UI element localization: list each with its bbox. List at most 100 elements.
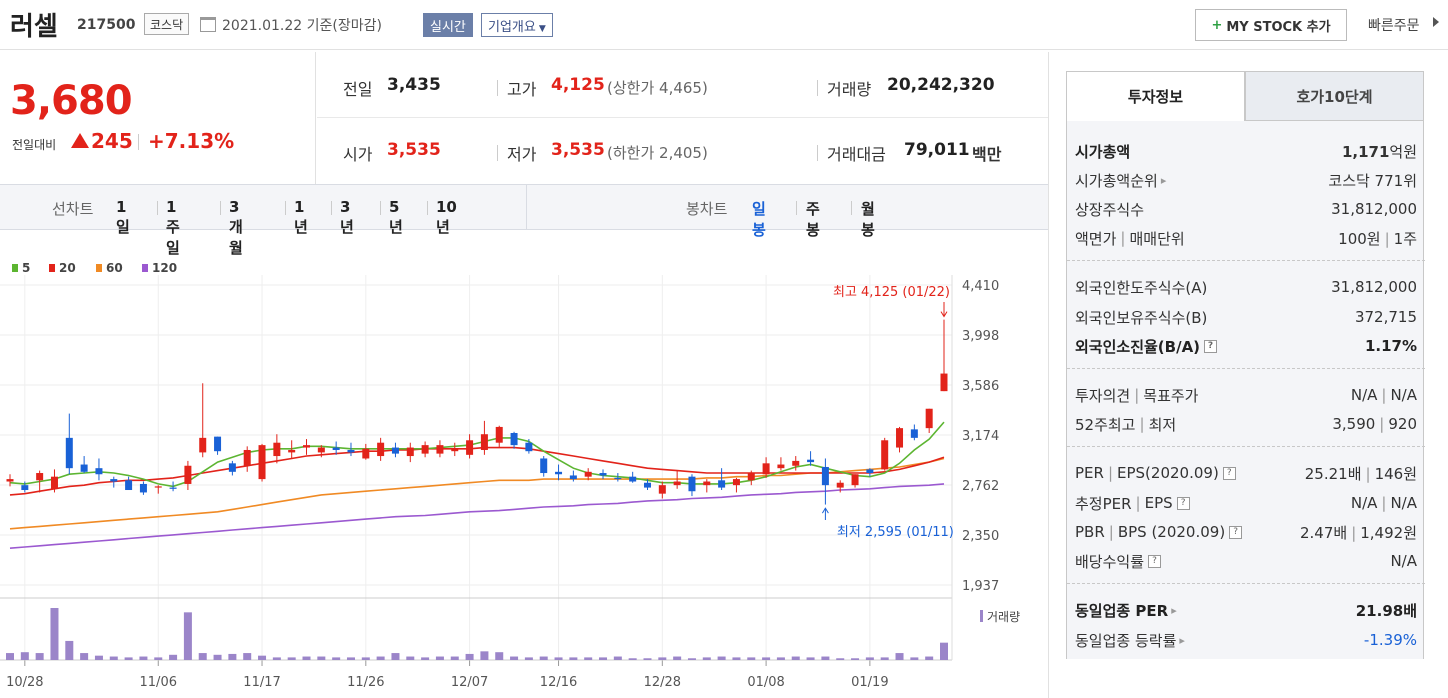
volume-legend-label: 거래량 xyxy=(987,610,1020,624)
volume-bar xyxy=(940,642,948,660)
period-item-2[interactable]: 3개월 xyxy=(229,198,243,257)
info-row-pbr: PBR | BPS (2020.09)? 2.47배 | 1,492원 xyxy=(1075,517,1417,547)
mcap-value-wrap: 1,171억원 xyxy=(1342,141,1417,162)
candle-body xyxy=(451,448,459,452)
candle-body xyxy=(851,474,859,486)
realtime-button[interactable]: 실시간 xyxy=(423,13,473,37)
volume-bar xyxy=(717,656,726,660)
candle-body xyxy=(910,429,918,438)
pipe: | xyxy=(1381,386,1387,404)
tab-orderbook[interactable]: 호가10단계 xyxy=(1245,71,1424,121)
candle-body xyxy=(436,445,444,454)
volume-bar xyxy=(213,654,222,660)
y-tick-label: 3,998 xyxy=(962,329,999,344)
high-annotation: 최고 4,125 (01/22) xyxy=(833,285,950,300)
period-item-1[interactable]: 1주일 xyxy=(166,198,180,257)
tab-invest-info[interactable]: 투자정보 xyxy=(1066,71,1245,121)
volume-bar xyxy=(391,653,400,660)
period-item-3[interactable]: 1년 xyxy=(294,198,308,236)
candle-body xyxy=(599,473,607,476)
pipe xyxy=(427,201,428,215)
opinion-label-wrap: 투자의견 | 목표주가 xyxy=(1075,385,1198,406)
period-item-5[interactable]: 5년 xyxy=(389,198,403,236)
stats-row-1 xyxy=(317,52,1048,118)
candle-item-0[interactable]: 일봉 xyxy=(752,200,766,239)
candle-body xyxy=(732,479,740,486)
candle-body xyxy=(896,428,904,448)
volume-bar xyxy=(851,658,860,660)
volume-bar xyxy=(124,657,133,660)
candle-body xyxy=(184,465,192,484)
volume-bar xyxy=(287,657,296,660)
volume-bar xyxy=(94,655,103,660)
add-my-stock-button[interactable]: + MY STOCK 추가 xyxy=(1195,9,1347,41)
volume-bar xyxy=(50,608,59,660)
sector-per-label-wrap[interactable]: 동일업종 PER ▸ xyxy=(1075,600,1177,621)
help-icon[interactable]: ? xyxy=(1204,339,1218,353)
period-item-6[interactable]: 10년 xyxy=(436,198,457,236)
eper-label: 추정PER xyxy=(1075,494,1132,513)
sector-rate-label-wrap[interactable]: 동일업종 등락률 ▸ xyxy=(1075,630,1185,651)
pipe xyxy=(285,201,286,215)
volume-bar xyxy=(435,656,444,660)
chevron-right-icon[interactable] xyxy=(1433,17,1439,27)
pipe: | xyxy=(1134,386,1140,404)
volume-bar xyxy=(895,653,904,660)
volume-bar xyxy=(183,612,192,660)
pipe xyxy=(851,201,852,215)
candle-item-2[interactable]: 월봉 xyxy=(861,200,875,239)
volume-bar xyxy=(65,640,74,660)
period-item-4[interactable]: 3년 xyxy=(340,198,354,236)
x-tick-label: 11/26 xyxy=(347,675,384,690)
plus-icon: + xyxy=(1211,17,1223,33)
candle-body xyxy=(792,460,800,466)
candle-body xyxy=(658,485,666,494)
volume-legend-swatch xyxy=(980,610,983,622)
candle-body xyxy=(629,476,637,482)
eper-label-wrap: 추정PER | EPS? xyxy=(1075,493,1190,514)
div-value: N/A xyxy=(1390,552,1417,570)
w52-high-value: 3,590 xyxy=(1332,415,1376,433)
rank-label-wrap[interactable]: 시가총액순위 ▸ xyxy=(1075,170,1166,191)
volume-bar xyxy=(747,657,756,660)
volume-bar xyxy=(776,657,785,660)
current-price: 3,680 xyxy=(10,78,133,124)
help-icon[interactable]: ? xyxy=(1176,496,1190,510)
candle-body xyxy=(199,437,207,453)
rank-label: 시가총액순위 xyxy=(1075,171,1158,190)
info-row-52w: 52주최고 | 최저 3,590 | 920 xyxy=(1075,409,1417,439)
par-label-wrap: 액면가 | 매매단위 xyxy=(1075,228,1185,249)
pbr-value-wrap: 2.47배 | 1,492원 xyxy=(1300,522,1417,543)
quick-order-button[interactable]: 빠른주문 xyxy=(1368,18,1420,34)
chevron-right-icon: ▸ xyxy=(1160,173,1167,187)
candle-body xyxy=(555,471,563,475)
candle-body xyxy=(228,463,236,472)
volume-bar xyxy=(791,656,800,660)
price-box: 3,680 전일대비 245 +7.13% xyxy=(0,52,316,184)
volume-bar xyxy=(450,656,459,660)
eper-value-wrap: N/A | N/A xyxy=(1351,494,1417,512)
help-icon[interactable]: ? xyxy=(1148,554,1162,568)
par-label: 액면가 xyxy=(1075,229,1117,248)
per-value: 25.21배 xyxy=(1304,464,1362,483)
help-icon[interactable]: ? xyxy=(1229,525,1243,539)
candle-body xyxy=(169,487,177,489)
pipe: | xyxy=(1384,229,1390,248)
sector-rate-label: 동일업종 등락률 xyxy=(1075,631,1177,650)
x-tick-label: 11/06 xyxy=(140,675,177,690)
candle-chart-label: 봉차트 xyxy=(686,200,728,218)
candle-body xyxy=(807,459,815,463)
prev-label: 전일 xyxy=(343,80,373,99)
legend-swatch-1 xyxy=(49,264,55,272)
candle-item-1[interactable]: 주봉 xyxy=(806,200,820,239)
x-tick-label: 01/19 xyxy=(851,675,888,690)
help-icon[interactable]: ? xyxy=(1222,466,1236,480)
candle-body xyxy=(303,445,311,448)
compare-label: 전일대비 xyxy=(12,138,57,152)
legend-swatch-0 xyxy=(12,264,18,272)
bps-label: BPS (2020.09) xyxy=(1117,523,1226,541)
period-item-0[interactable]: 1일 xyxy=(116,198,130,236)
company-overview-dropdown[interactable]: 기업개요 ▼ xyxy=(481,13,553,37)
volume-bar xyxy=(658,657,667,660)
info-row-eper: 추정PER | EPS? N/A | N/A xyxy=(1075,488,1417,518)
